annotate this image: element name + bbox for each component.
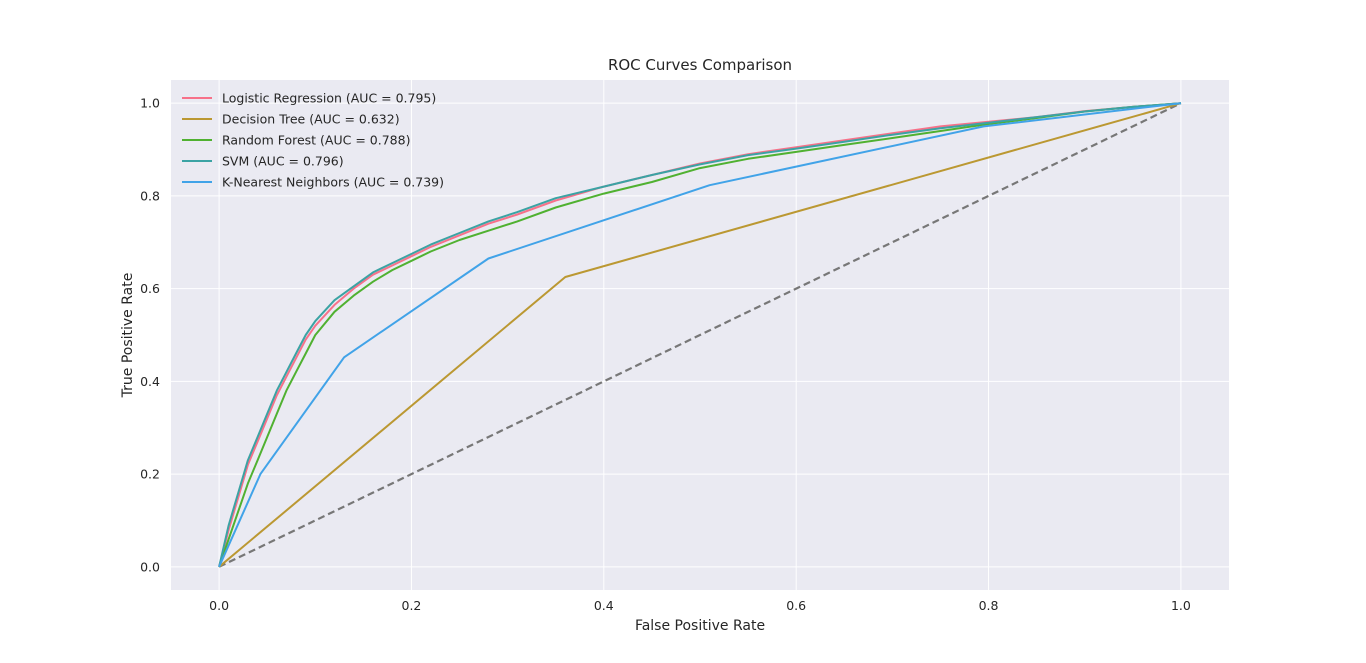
x-axis-label: False Positive Rate	[635, 618, 765, 634]
series-line-2	[218, 102, 1181, 568]
legend-item: Decision Tree (AUC = 0.632)	[182, 112, 400, 127]
legend-label: SVM (AUC = 0.796)	[222, 154, 344, 169]
legend-label: K-Nearest Neighbors (AUC = 0.739)	[222, 175, 444, 190]
legend-item: SVM (AUC = 0.796)	[182, 154, 344, 169]
x-tick-label: 1.0	[1171, 598, 1191, 613]
y-tick-label: 0.8	[140, 188, 160, 203]
y-axis-ticks: 0.0 0.2 0.4 0.6 0.8 1.0	[140, 96, 160, 575]
legend-label: Logistic Regression (AUC = 0.795)	[222, 91, 436, 106]
y-tick-label: 0.4	[140, 374, 160, 389]
x-tick-label: 0.4	[594, 598, 614, 613]
legend-label: Random Forest (AUC = 0.788)	[222, 133, 410, 148]
legend-item: K-Nearest Neighbors (AUC = 0.739)	[182, 175, 444, 190]
x-tick-label: 0.6	[786, 598, 806, 613]
legend-label: Decision Tree (AUC = 0.632)	[222, 112, 400, 127]
y-tick-label: 0.0	[140, 559, 160, 574]
legend: Logistic Regression (AUC = 0.795) Decisio…	[182, 91, 444, 190]
y-tick-label: 0.2	[140, 467, 160, 482]
chart-title: ROC Curves Comparison	[608, 56, 792, 74]
legend-item: Logistic Regression (AUC = 0.795)	[182, 91, 436, 106]
grid-lines	[171, 80, 1229, 590]
y-tick-label: 0.6	[140, 281, 160, 296]
x-axis-ticks: 0.0 0.2 0.4 0.6 0.8 1.0	[209, 598, 1191, 613]
x-tick-label: 0.8	[979, 598, 999, 613]
series-line-1	[218, 102, 1182, 568]
y-tick-label: 1.0	[140, 96, 160, 111]
series-line-4	[218, 102, 1182, 568]
baseline-line	[218, 102, 1182, 568]
y-axis-label: True Positive Rate	[120, 273, 136, 399]
series-lines	[218, 102, 1182, 568]
series-line-3	[218, 102, 1181, 568]
x-tick-label: 0.0	[209, 598, 229, 613]
x-tick-label: 0.2	[402, 598, 422, 613]
series-line-0	[218, 102, 1181, 568]
legend-item: Random Forest (AUC = 0.788)	[182, 133, 410, 148]
random-baseline	[218, 102, 1182, 568]
